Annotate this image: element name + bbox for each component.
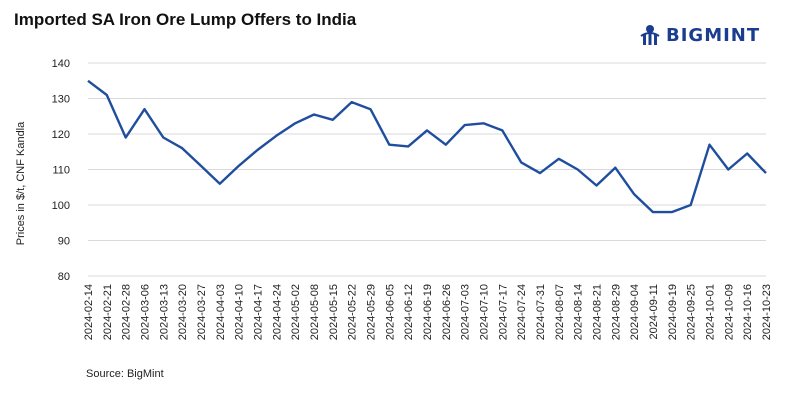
x-tick-label: 2024-10-09	[723, 284, 735, 340]
x-tick-label: 2024-10-16	[742, 284, 754, 340]
y-tick-label: 110	[52, 165, 70, 177]
bigmint-logo-icon	[640, 25, 660, 45]
series-line	[87, 79, 767, 214]
x-tick-label: 2024-08-07	[554, 284, 566, 340]
y-tick-label: 100	[52, 200, 70, 212]
x-tick-label: 2024-09-25	[686, 284, 698, 340]
x-tick-label: 2024-04-03	[215, 284, 227, 340]
x-tick-label: 2024-08-14	[573, 284, 585, 340]
x-tick-label: 2024-07-31	[535, 284, 547, 340]
brand-name: BIGMINT	[666, 24, 761, 46]
x-tick-label: 2024-06-12	[403, 284, 415, 340]
x-tick-label: 2024-08-29	[610, 284, 622, 340]
y-tick-label: 80	[58, 271, 70, 283]
y-tick-label: 140	[52, 58, 70, 70]
x-tick-label: 2024-07-24	[516, 284, 528, 340]
y-tick-label: 130	[52, 94, 70, 106]
x-tick-label: 2024-07-10	[479, 284, 491, 340]
x-tick-label: 2024-02-28	[121, 284, 133, 340]
x-tick-label: 2024-08-21	[592, 284, 604, 340]
brand-logo: BIGMINT	[640, 24, 760, 46]
x-tick-label: 2024-05-08	[309, 284, 321, 340]
x-tick-label: 2024-05-02	[290, 284, 302, 340]
x-tick-label: 2024-05-15	[328, 284, 340, 340]
x-tick-label: 2024-04-24	[271, 284, 283, 340]
x-tick-label: 2024-04-10	[234, 284, 246, 340]
source-note: Source: BigMint	[86, 368, 164, 380]
y-tick-label: 120	[52, 129, 70, 141]
x-tick-label: 2024-06-26	[441, 284, 453, 340]
x-tick-label: 2024-05-22	[347, 284, 359, 340]
x-tick-label: 2024-06-05	[384, 284, 396, 340]
x-tick-label: 2024-05-29	[366, 284, 378, 340]
x-tick-label: 2024-09-19	[667, 284, 679, 340]
x-tick-label: 2024-02-21	[102, 284, 114, 340]
x-tick-label: 2024-03-27	[196, 284, 208, 340]
x-tick-label: 2024-09-04	[629, 284, 641, 340]
x-tick-label: 2024-06-19	[422, 284, 434, 340]
x-tick-label: 2024-07-03	[460, 284, 472, 340]
chart-title: Imported SA Iron Ore Lump Offers to Indi…	[14, 10, 357, 29]
x-tick-label: 2024-04-17	[253, 284, 265, 340]
x-tick-label: 2024-03-06	[140, 284, 152, 340]
x-tick-label: 2024-10-01	[705, 284, 717, 340]
x-tick-label: 2024-03-20	[177, 284, 189, 340]
x-tick-label: 2024-10-23	[761, 284, 773, 340]
x-tick-label: 2024-09-11	[648, 284, 660, 339]
y-tick-label: 90	[58, 236, 70, 248]
y-axis-label: Prices in $/t, CNF Kandla	[15, 121, 27, 245]
x-tick-label: 2024-07-17	[497, 284, 509, 340]
x-tick-label: 2024-03-13	[158, 284, 170, 340]
x-tick-label: 2024-02-14	[83, 284, 95, 340]
